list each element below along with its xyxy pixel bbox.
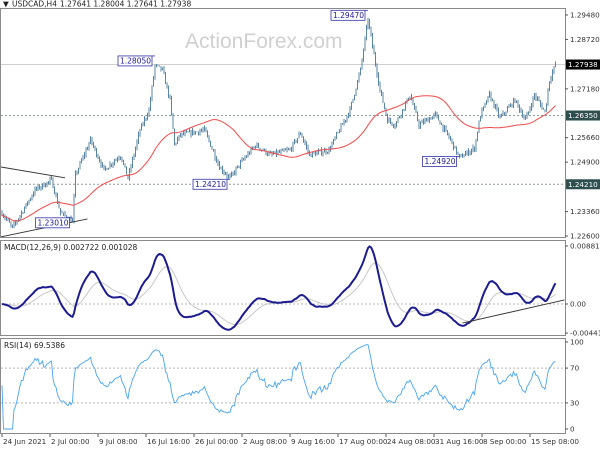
price-label-box: [330, 9, 366, 21]
time-axis-label: 15 Sep 08:00: [531, 437, 579, 446]
macd-title: MACD(12,26,9) 0.002722 0.001028: [4, 243, 138, 252]
rsi-axis-label: 30: [570, 398, 580, 407]
time-axis-label: 24 Aug 08:00: [387, 437, 436, 446]
price-trendline[interactable]: [1, 166, 66, 179]
current-price-box: 1.27938: [566, 59, 600, 70]
current-price-box-text: 1.27938: [568, 60, 598, 69]
header-label: ▼ USDCAD,H4 1.27641 1.28004 1.27641 1.27…: [3, 0, 191, 9]
time-axis-label: 9 Aug 16:00: [291, 437, 335, 446]
rsi-line: [1, 344, 556, 430]
price-label-text: 1.23010: [38, 218, 69, 227]
watermark: ActionForex.com: [185, 30, 343, 53]
level-price-box-text: 1.26350: [568, 111, 598, 120]
current-price-box-bg: [566, 59, 600, 70]
time-axis-label: 16 Jul 16:00: [147, 437, 191, 446]
symbol-menu-arrow-icon[interactable]: ▼: [3, 0, 9, 9]
price-label-box: [35, 217, 70, 229]
price-label-text: 1.24920: [425, 157, 456, 166]
level-price-box-bg: [566, 179, 600, 190]
price-label-box: [192, 178, 228, 190]
moving-average-line: [1, 95, 556, 222]
macd-panel: [0, 240, 566, 336]
price-axis-label: 1.22600: [570, 231, 600, 240]
time-axis-label: 24 Jun 2021: [3, 437, 46, 446]
price-label-text: 1.28050: [120, 57, 151, 66]
rsi-axis-label: 0: [570, 425, 575, 434]
rsi-panel: [0, 338, 566, 434]
price-label: 1.29470: [330, 9, 368, 21]
price-label-text: 1.29470: [333, 11, 364, 20]
price-bars: [1, 17, 556, 229]
time-axis-label: 17 Aug 00:00: [339, 437, 388, 446]
price-axis-label: 1.25660: [570, 133, 600, 142]
price-axis-label: 1.29480: [570, 11, 600, 20]
price-axis-label: 1.23360: [570, 207, 600, 216]
symbol-label: USDCAD,H4: [12, 0, 57, 9]
price-label: 1.24210: [192, 178, 230, 190]
rsi-axis-label: 70: [570, 364, 580, 373]
time-axis-label: 26 Jul 00:00: [195, 437, 239, 446]
price-label-box: [422, 156, 457, 167]
rsi-axis-label: 100: [570, 338, 584, 347]
level-price-box: 1.24210: [566, 179, 600, 190]
macd-trendline[interactable]: [462, 299, 565, 324]
time-axis-label: 9 Jul 08:00: [99, 437, 138, 446]
level-price-box: 1.26350: [566, 110, 600, 121]
price-panel: [0, 8, 566, 238]
level-price-box-bg: [566, 110, 600, 121]
macd-signal-line: [2, 262, 556, 325]
price-label: 1.23010: [35, 217, 73, 229]
macd-main-line: [1, 245, 557, 331]
macd-axis-label: -0.004416: [570, 329, 600, 338]
rsi-title: RSI(14) 69.5386: [4, 341, 65, 350]
time-axis-label: 2 Aug 08:00: [243, 437, 287, 446]
price-axis-label: 1.24900: [570, 158, 600, 167]
price-label: 1.24920: [422, 156, 460, 167]
time-axis-label: 8 Sep 00:00: [483, 437, 527, 446]
price-axis-label: 1.28720: [570, 35, 600, 44]
macd-axis-label: 0.008816: [570, 241, 600, 250]
ohlc-readout: 1.27641 1.28004 1.27641 1.27938: [60, 0, 191, 9]
macd-axis-label: 0.00: [570, 300, 586, 309]
price-label-box: [117, 55, 153, 67]
price-label: 1.28050: [117, 55, 155, 67]
price-axis-label: 1.27180: [570, 84, 600, 93]
price-label-text: 1.24210: [195, 180, 226, 189]
level-price-box-text: 1.24210: [568, 180, 598, 189]
time-axis-label: 2 Jul 00:00: [51, 437, 90, 446]
time-axis-label: 31 Aug 16:00: [435, 437, 484, 446]
